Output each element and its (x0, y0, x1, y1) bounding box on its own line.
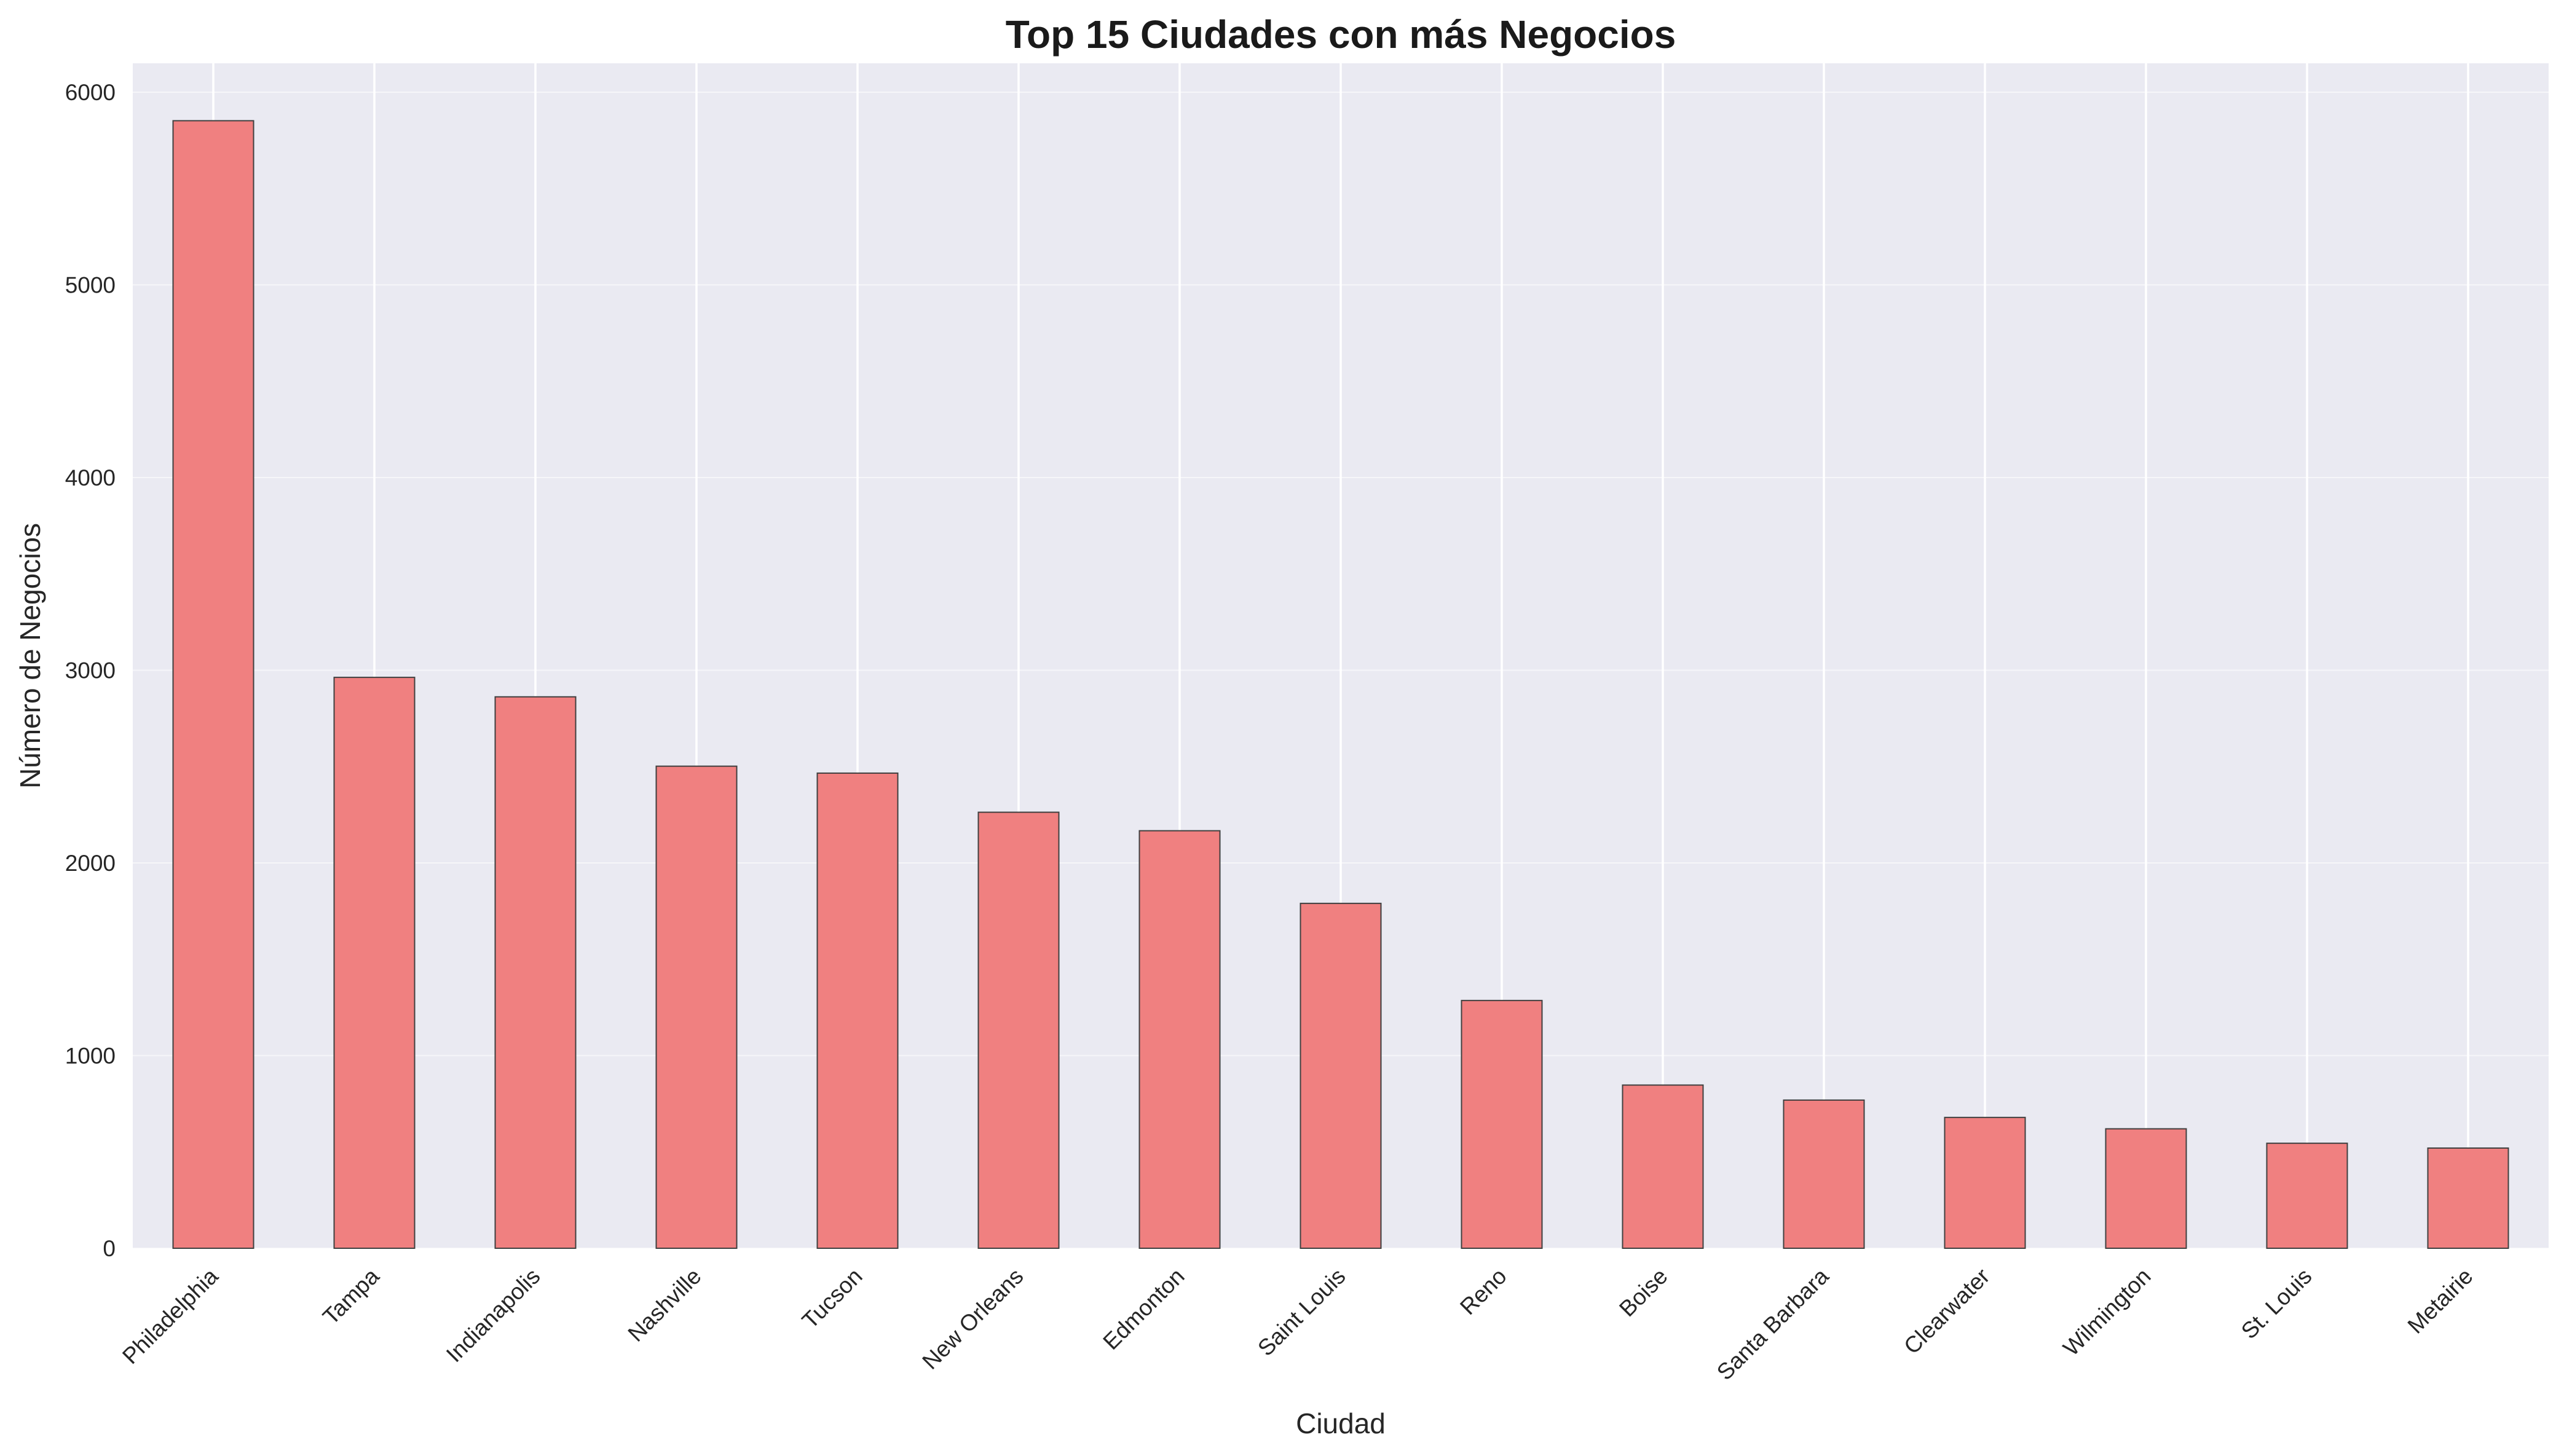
bars (172, 120, 2509, 1249)
y-tick-label: 3000 (65, 658, 116, 683)
bar-philadelphia (172, 120, 254, 1249)
bar-indianapolis (494, 696, 577, 1249)
bar-st-louis (2266, 1143, 2348, 1249)
y-tick-label: 4000 (65, 465, 116, 490)
y-tick-label: 1000 (65, 1044, 116, 1069)
x-axis-label: Ciudad (1296, 1407, 1386, 1439)
bar-reno (1461, 999, 1543, 1249)
bar-tucson (816, 772, 899, 1249)
y-axis-label: Número de Negocios (14, 523, 46, 789)
bar-clearwater (1944, 1117, 2026, 1249)
y-tick-label: 6000 (65, 80, 116, 105)
bar-saint-louis (1300, 902, 1382, 1249)
y-tick-label: 2000 (65, 851, 116, 876)
bar-boise (1622, 1084, 1704, 1249)
y-tick-label: 5000 (65, 273, 116, 298)
bar-new-orleans (977, 811, 1060, 1249)
bar-edmonton (1138, 830, 1221, 1249)
bar-wilmington (2105, 1128, 2187, 1249)
bar-tampa (333, 677, 416, 1249)
bar-metairie (2427, 1147, 2509, 1249)
bar-santa-barbara (1783, 1099, 1865, 1249)
y-axis-ticks: 0 1000 2000 3000 4000 5000 6000 (65, 80, 116, 1261)
bar-nashville (655, 765, 738, 1249)
y-tick-label: 0 (103, 1236, 116, 1261)
chart-title: Top 15 Ciudades con más Negocios (1006, 12, 1676, 57)
